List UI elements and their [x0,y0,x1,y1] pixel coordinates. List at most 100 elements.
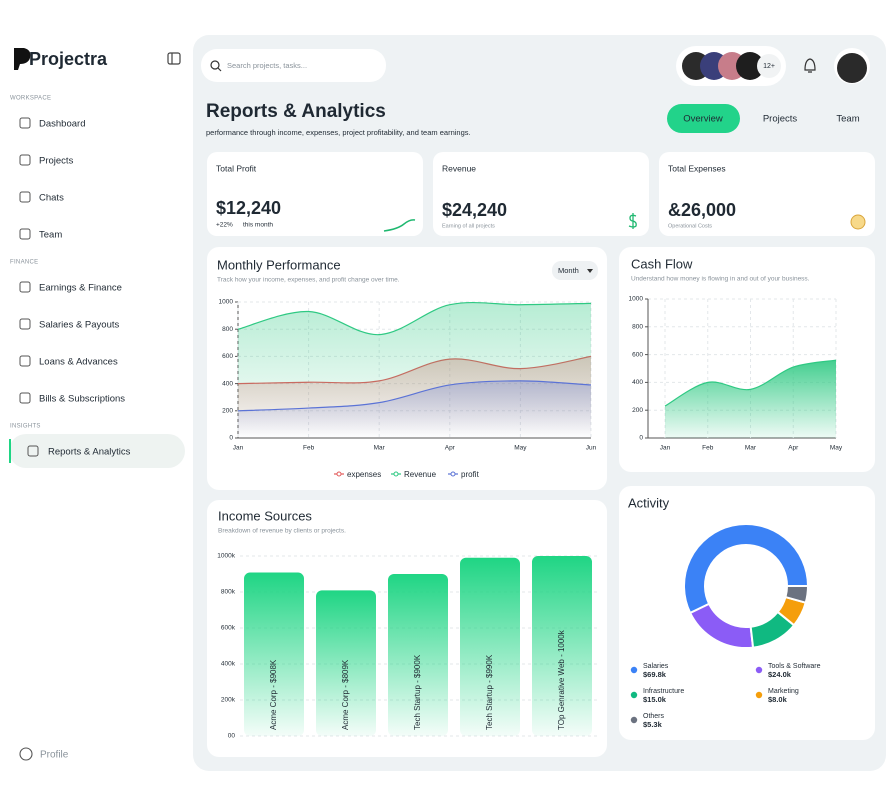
y-tick-label: 0 [639,435,643,442]
nav-item[interactable]: Earnings & Finance [39,283,122,294]
revenue-icon [628,213,637,229]
y-tick-label: 600 [222,353,233,360]
dropdown-label: Month [558,266,579,275]
user-avatar[interactable] [837,53,867,83]
nav-item[interactable]: Reports & Analytics [48,447,131,458]
y-tick-label: 600 [632,351,643,358]
nav-icon [19,355,31,367]
x-tick-label: Feb [303,445,315,452]
stat-card [433,152,649,236]
line [664,359,837,407]
nav-item[interactable]: Loans & Advances [39,357,118,368]
tab-active [667,104,740,133]
bar-label: TOp Genrative Web - 1000k [557,629,566,730]
profile-link[interactable]: Profile [40,750,69,761]
legend-label: Marketing [768,688,799,695]
nav-icon [19,281,31,293]
x-tick-label: Apr [445,445,456,452]
line [237,301,592,336]
tab[interactable]: Team [836,114,859,125]
nav-icon [19,392,31,404]
legend-label: Infrastructure [643,688,684,695]
nav-icon [19,154,31,166]
nav-icon [19,117,31,129]
avatar [736,52,764,80]
bar-label: Tech Startup - $900K [413,654,422,730]
nav-item[interactable]: Salaries & Payouts [39,320,120,331]
nav-section: WORKSPACE [10,96,51,102]
legend-swatch [450,471,456,477]
logo [14,48,31,70]
area [665,360,836,438]
brand: Projectra [29,49,108,69]
y-tick-label: 200 [632,407,643,414]
nav: WORKSPACE Dashboard Projects Chats Team FINAN… [9,96,185,468]
bar [388,574,448,736]
avatar-more [757,54,781,78]
nav-item[interactable]: Dashboard [39,119,85,130]
bar-label: Tech Startup - $990K [485,654,494,730]
y-tick-label: 00 [228,733,236,740]
legend-dot [755,691,763,699]
stat-value: &26,000 [668,200,736,220]
legend-dot [755,666,763,674]
nav-icon [19,228,31,240]
bar-label: Acme Corp - $809K [341,659,350,730]
nav-item[interactable]: Team [39,230,62,241]
collapse-button[interactable] [167,52,181,65]
legend-dot [630,716,638,724]
nav-icon [27,445,39,457]
x-tick-label: May [830,445,843,452]
legend-value: $8.0k [768,695,788,704]
x-tick-label: Jan [660,445,671,452]
legend-value: $15.0k [643,695,667,704]
tab[interactable]: Overview [683,114,723,125]
legend-value: $69.8k [643,670,667,679]
bar [460,557,520,736]
x-tick-label: Jun [586,445,597,452]
legend-label: Tools & Software [768,663,821,670]
bar [316,590,376,736]
tabs: Overview Projects Team [667,104,860,133]
period-dropdown[interactable] [552,261,598,280]
nav-item[interactable]: Projects [39,156,74,167]
sparkline [383,219,416,232]
expense-icon [850,214,866,230]
y-tick-label: 200 [222,408,233,415]
legend-label: Revenue [404,470,437,479]
y-tick-label: 400 [222,380,233,387]
card-title: Cash Flow [631,256,693,271]
search-box[interactable] [201,49,386,82]
dropdown-caret [587,269,593,273]
nav-item[interactable]: Bills & Subscriptions [39,394,125,405]
nav-icon [19,191,31,203]
nav-item[interactable]: Chats [39,193,64,204]
stat-label: Revenue [442,163,476,173]
sidebar: Projectra WORKSPACE Dashboard Projects Chat… [9,48,185,761]
legend-label: Salaries [643,663,669,670]
y-tick-label: 800 [222,326,233,333]
nav-section: INSIGHTS [10,424,41,430]
card-title: Activity [628,495,670,510]
search-placeholder: Search projects, tasks... [227,61,307,70]
y-tick-label: 0 [229,435,233,442]
x-tick-label: May [514,445,527,452]
x-tick-label: Jan [233,445,244,452]
legend-dot [630,691,638,699]
nav-section: FINANCE [10,260,38,266]
donut-segment [683,523,810,615]
y-tick-label: 400 [632,379,643,386]
legend-label: profit [461,470,480,479]
bell-icon[interactable] [804,58,816,73]
legend-value: $24.0k [768,670,792,679]
stat-change: +22% [216,222,233,229]
page-title: Reports & Analytics [206,101,386,122]
bar-label: Acme Corp - $908K [269,659,278,730]
line [237,380,592,412]
card-subtitle: Understand how money is flowing in and o… [631,276,810,283]
tab[interactable]: Projects [763,114,798,125]
y-tick-label: 400k [221,661,236,668]
x-tick-label: Feb [702,445,714,452]
